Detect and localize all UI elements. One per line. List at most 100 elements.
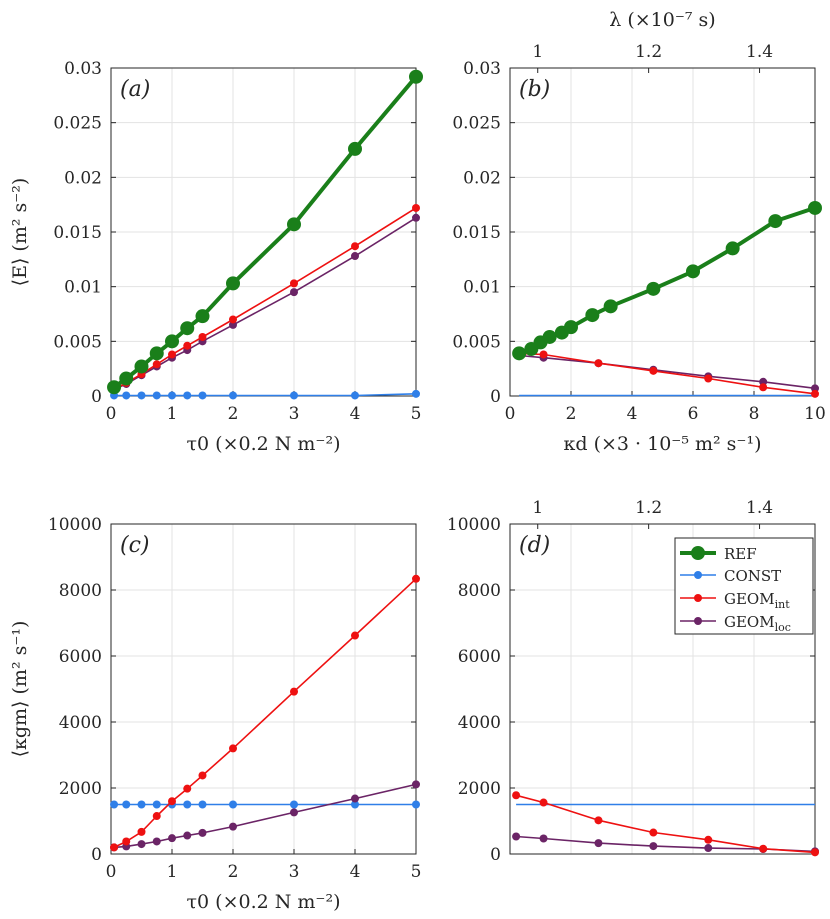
panel-d-frame [509, 523, 816, 855]
panel-a-series-ref-point-8 [287, 217, 301, 232]
panel-b-series-ref-point-7 [603, 299, 618, 314]
panel-a-series-const-point-8 [290, 391, 298, 400]
legend-marker-ref [691, 546, 705, 560]
legend-label-const: CONST [724, 567, 781, 585]
panel-d-series-geomint-point-1 [539, 798, 548, 807]
panel-a-xtick-label-0: 0 [106, 404, 117, 424]
panel-c-xtick-label-3: 3 [289, 862, 300, 882]
panel-c-frame [110, 523, 417, 855]
panel-a-series-geomloc-point-8 [290, 288, 298, 297]
panel-d-ytick-label-0: 0 [490, 845, 501, 865]
panel-a-series-ref-point-2 [134, 359, 149, 374]
panel-b-series-geomint-point-6 [811, 389, 819, 398]
panel-c-series-const-point-2 [137, 800, 146, 809]
panel-c-series-const-point-10 [412, 800, 420, 809]
panel-b-series-geomloc-point-6 [811, 384, 819, 393]
panel-a-series-geomloc-point-10 [412, 213, 420, 222]
panel-b: 0 0.005 0.01 0.015 0.02 0.025 0.03 0 2 4 6 8 10 1 1.2 1… [452, 9, 825, 455]
panel-a-series-ref-point-4 [165, 334, 179, 349]
panel-a-xlabel: τ0 (×0.2 N m⁻²) [187, 433, 341, 455]
panel-a-series-ref-point-5 [180, 321, 195, 336]
panel-d-series-geomint-point-0 [512, 791, 521, 800]
panel-a-series-geomint-point-4 [168, 350, 176, 359]
panel-a-series-const-point-6 [198, 391, 207, 400]
panel-c-series-const-point-0 [110, 800, 119, 809]
panel-d-top-xtick-label-2: 1.4 [746, 498, 773, 518]
panel-a-series-ref-point-9 [348, 141, 362, 156]
panel-c-series-const-point-9 [351, 800, 359, 809]
panel-c-series-const-point-8 [290, 800, 298, 809]
panel-a-series-geomint-point-9 [351, 242, 359, 251]
panel-a: 0 0.005 0.01 0.015 0.02 0.025 0.03 0 1 2 3 4 5 τ0 (×0… [9, 59, 423, 455]
panel-c-series-const-point-1 [122, 800, 131, 809]
panel-c-xtick-label-1: 1 [167, 862, 178, 882]
legend-label-geomint-sub: int [775, 598, 791, 611]
legend: REF CONST GEOMint GEOMloc [674, 537, 814, 635]
panel-d-series-geomint-point-3 [649, 828, 658, 837]
panel-b-series-ref-point-5 [564, 320, 578, 335]
panel-b-xtick-label-5: 10 [804, 404, 826, 424]
panel-d-top-xtick-label-0: 1 [532, 498, 543, 518]
panel-a-series-geomint-point-7 [229, 315, 237, 324]
panel-a-xtick-label-5: 5 [411, 404, 422, 424]
panel-b-ytick-label-4: 0.02 [463, 168, 501, 188]
panel-a-ytick-label-2: 0.01 [64, 278, 102, 298]
panel-a-series-const-point-4 [168, 391, 176, 400]
panel-b-tag: (b) [519, 77, 550, 102]
panel-a-series-geomint-point-10 [412, 203, 420, 212]
panel-b-series-ref-point-6 [585, 308, 600, 323]
panel-d-ytick-label-2: 4000 [458, 713, 501, 733]
panel-c-series-geomloc-point-6 [198, 828, 207, 837]
panel-c-series-const-point-5 [183, 800, 192, 809]
panel-a-series-const-point-1 [122, 391, 131, 400]
panel-c-series-geomint-point-8 [290, 687, 298, 696]
panel-a-xtick-label-2: 2 [228, 404, 239, 424]
panel-b-top-xtick-label-0: 1 [532, 42, 543, 62]
panel-c-series-const-point-6 [198, 800, 207, 809]
panel-b-top-xtick-label-1: 1.2 [635, 42, 662, 62]
panel-c-ytick-label-5: 10000 [48, 515, 102, 535]
panel-d-series-geomloc-point-4 [704, 844, 713, 853]
panel-a-series-geomint-point-8 [290, 279, 298, 288]
panel-c-series-const-point-3 [152, 800, 161, 809]
panel-c-xtick-label-0: 0 [106, 862, 117, 882]
legend-marker-geomloc [694, 617, 702, 625]
panel-a-series-ref-point-6 [195, 309, 210, 324]
panel-a-ytick-label-4: 0.02 [64, 168, 102, 188]
panel-c-series-geomint-point-2 [137, 827, 146, 836]
panel-c-series-geomloc-point-2 [137, 840, 146, 849]
panel-a-series-ref-point-1 [119, 371, 134, 386]
panel-c-tag: (c) [120, 533, 150, 558]
panel-b-xtick-label-4: 8 [749, 404, 760, 424]
panel-d-series-geomloc-point-1 [539, 834, 548, 843]
panel-d-ytick-label-1: 2000 [458, 779, 501, 799]
panel-d-series-geomint-point-2 [594, 816, 603, 825]
legend-label-geomloc-main: GEOM [724, 613, 775, 631]
panel-c-ytick-label-2: 4000 [59, 713, 102, 733]
panel-c-series-const-point-7 [229, 800, 237, 809]
panel-a-series-geomloc-point-9 [351, 252, 359, 261]
panel-a-ytick-label-5: 0.025 [53, 114, 102, 134]
panel-c-xtick-label-5: 5 [411, 862, 422, 882]
panel-d: 0 2000 4000 6000 8000 10000 1 1.2 1.4 (d) [447, 498, 819, 865]
panel-a-ytick-label-0: 0 [91, 387, 102, 407]
panel-b-series-ref-point-11 [768, 214, 783, 229]
legend-marker-const [694, 571, 702, 579]
panel-d-ytick-label-3: 6000 [458, 647, 501, 667]
panel-c-series-geomloc-point-8 [290, 808, 298, 817]
panel-c-ytick-label-0: 0 [91, 845, 102, 865]
panel-a-ylabel: ⟨E⟩ (m² s⁻²) [9, 178, 31, 287]
panel-c-series-geomint-point-1 [122, 837, 131, 846]
panel-a-ytick-label-1: 0.005 [53, 332, 102, 352]
panel-a-series-geomloc-point-7 [229, 320, 237, 329]
panel-b-series-geomloc-line [519, 354, 816, 390]
legend-label-ref: REF [724, 545, 757, 563]
panel-b-series-geomint-point-1 [539, 350, 548, 359]
panel-c-series-geomint-point-6 [198, 771, 207, 780]
panel-a-ytick-label-6: 0.03 [64, 59, 102, 79]
panel-a-xtick-label-1: 1 [167, 404, 178, 424]
panel-c-xtick-label-4: 4 [350, 862, 361, 882]
panel-a-series-const-point-7 [229, 391, 237, 400]
panel-c-series-geomint-point-5 [183, 784, 192, 793]
